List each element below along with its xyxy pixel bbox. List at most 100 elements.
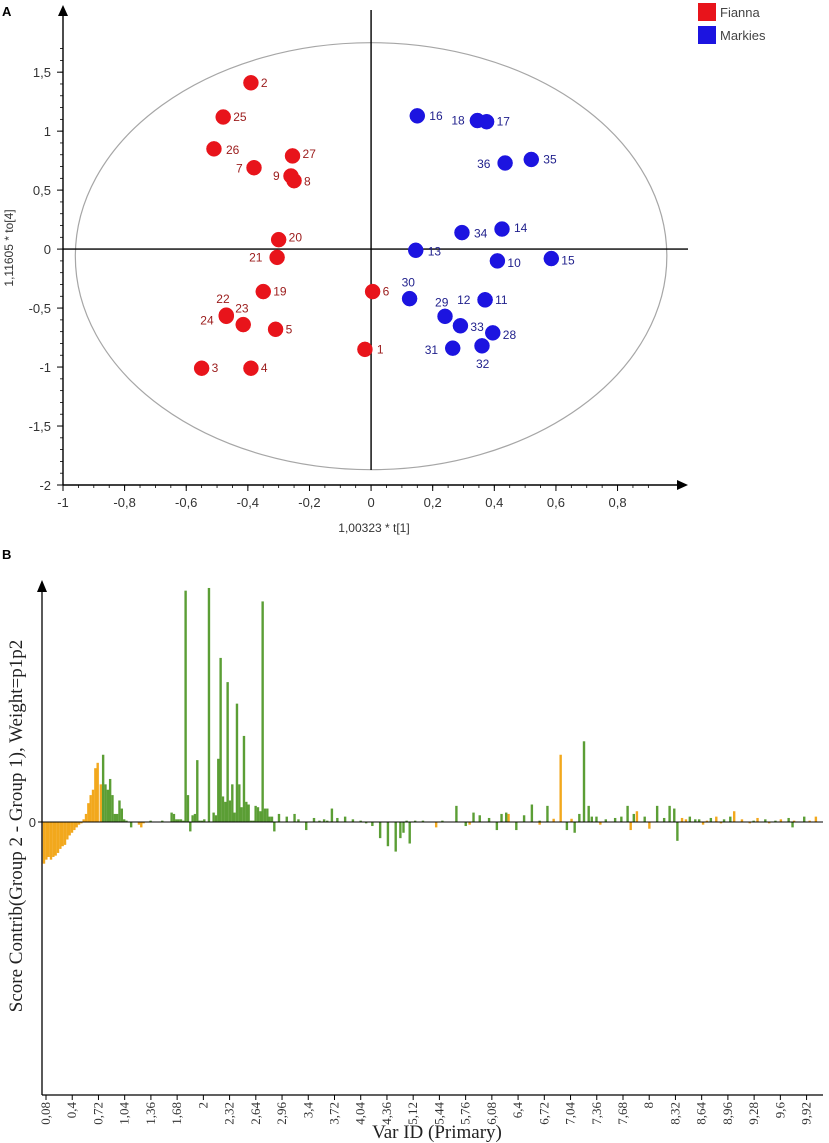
bar-x-tick-label: 9,6 [772, 1102, 787, 1119]
bar-positive [233, 812, 236, 822]
point-fianna-5 [267, 321, 284, 338]
bar-x-tick-label: 5,76 [458, 1102, 473, 1125]
point-fianna-21 [269, 249, 285, 266]
bar-positive [359, 820, 362, 822]
bar-negative [54, 822, 57, 856]
y-tick-label: 1 [44, 124, 51, 139]
bar-positive [193, 813, 197, 822]
bar-positive [752, 820, 755, 822]
bar-negative [648, 822, 651, 829]
bar-positive [487, 817, 491, 822]
bar-positive [538, 820, 541, 822]
zero-tick-label: 0 [29, 815, 36, 830]
bar-positive [196, 760, 199, 822]
point-label-29: 29 [435, 295, 449, 309]
bar-positive [343, 816, 347, 822]
point-label-36: 36 [477, 157, 491, 171]
bar-negative [701, 822, 705, 825]
bar-negative [468, 822, 471, 825]
bar-positive [632, 813, 636, 822]
y-tick-label: 0 [44, 242, 51, 257]
x-tick-label: -0,6 [175, 495, 197, 510]
bar-positive [224, 801, 227, 822]
y-tick-label: -1 [39, 360, 51, 375]
bar-negative [732, 811, 736, 822]
bar-positive [729, 816, 732, 822]
bar-negative [96, 762, 99, 822]
point-label-30: 30 [402, 276, 416, 290]
bar-x-tick-label: 2,32 [222, 1102, 237, 1125]
bar-x-tick-label: 3,4 [300, 1102, 315, 1119]
y-tick-label: -1,5 [29, 419, 51, 434]
point-label-15: 15 [561, 254, 575, 268]
bar-positive [573, 822, 576, 833]
bar-x-tick-label: 1,04 [117, 1102, 132, 1125]
bar-positive [184, 590, 187, 822]
x-tick-label: 0,6 [547, 495, 565, 510]
legend-label-fianna: Fianna [720, 5, 761, 20]
y-axis-label: 1,11605 * to[4] [2, 209, 16, 286]
point-label-17: 17 [497, 115, 511, 129]
point-markies-28 [485, 325, 501, 341]
bar-positive [104, 784, 107, 822]
point-label-10: 10 [507, 256, 521, 270]
bar-positive [402, 822, 405, 833]
point-label-5: 5 [286, 322, 293, 336]
point-label-28: 28 [503, 328, 517, 342]
x-tick-label: 0 [367, 495, 374, 510]
bar-positive [305, 822, 308, 831]
point-label-9: 9 [273, 169, 280, 183]
point-fianna-7 [246, 159, 262, 176]
bar-positive [182, 820, 185, 822]
bar-positive [108, 778, 112, 822]
bar-negative [705, 820, 709, 822]
panel-a-label: A [2, 4, 12, 19]
bar-positive [371, 822, 374, 827]
point-fianna-4 [243, 360, 259, 376]
point-label-27: 27 [303, 147, 317, 161]
bar-negative [84, 813, 88, 822]
y-tick-label: 0,5 [33, 183, 51, 198]
bar-negative [56, 822, 60, 853]
bar-positive [200, 820, 204, 822]
bar-negative [49, 822, 53, 860]
y-tick-label: -0,5 [29, 301, 51, 316]
bar-positive [170, 812, 173, 822]
x-tick-label: -1 [57, 495, 69, 510]
point-label-26: 26 [226, 143, 240, 157]
bar-positive [118, 800, 121, 822]
bar-x-tick-label: 4,04 [353, 1102, 368, 1125]
bar-negative [68, 822, 71, 836]
point-fianna-2 [243, 75, 259, 91]
bar-positive [149, 820, 152, 822]
bar-positive [261, 601, 264, 822]
y-tick-label: 1,5 [33, 65, 51, 80]
bar-x-tick-label: 8,64 [694, 1102, 709, 1125]
bar-positive [214, 815, 218, 822]
point-fianna-9 [283, 168, 299, 184]
bar-positive [522, 815, 526, 822]
bar-positive [106, 789, 110, 822]
bar-positive [172, 813, 176, 822]
bar-negative [47, 822, 50, 857]
bar-positive [515, 822, 518, 831]
bar-x-tick-label: 8,96 [720, 1102, 735, 1125]
bar-negative [142, 822, 145, 824]
legend-swatch-fianna [698, 3, 716, 21]
bar-positive [386, 822, 390, 847]
point-markies-35 [523, 151, 540, 168]
point-markies-32 [474, 338, 490, 354]
point-label-18: 18 [451, 114, 465, 128]
bar-positive [694, 819, 697, 822]
bar-positive [590, 816, 593, 822]
bar-negative [719, 822, 723, 824]
bar-positive [113, 813, 117, 822]
point-fianna-27 [284, 148, 301, 164]
bar-positive [364, 822, 368, 824]
bar-positive [530, 804, 534, 822]
x-axis-arrow [677, 480, 688, 490]
point-label-24: 24 [200, 313, 214, 327]
bar-negative [42, 822, 46, 864]
bar-positive [587, 805, 590, 822]
